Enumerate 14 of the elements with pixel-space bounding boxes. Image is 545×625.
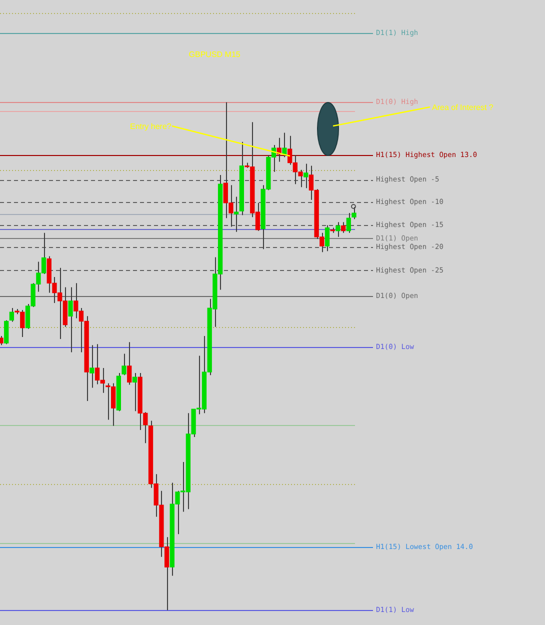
candlestick — [336, 222, 340, 238]
candlestick — [324, 224, 330, 252]
chart-title: GBPUSD M15 — [188, 50, 241, 60]
candlestick — [340, 222, 346, 234]
annotation: Entry here? — [130, 122, 172, 132]
candlestick — [234, 196, 239, 232]
candlestick — [282, 132, 287, 158]
candlestick — [4, 320, 9, 345]
candlestick — [9, 308, 14, 322]
candlestick — [68, 286, 73, 353]
candlestick — [304, 163, 308, 189]
candlestick — [132, 372, 138, 412]
candlestick — [127, 342, 132, 386]
text: Area of Interest ? — [432, 103, 494, 112]
